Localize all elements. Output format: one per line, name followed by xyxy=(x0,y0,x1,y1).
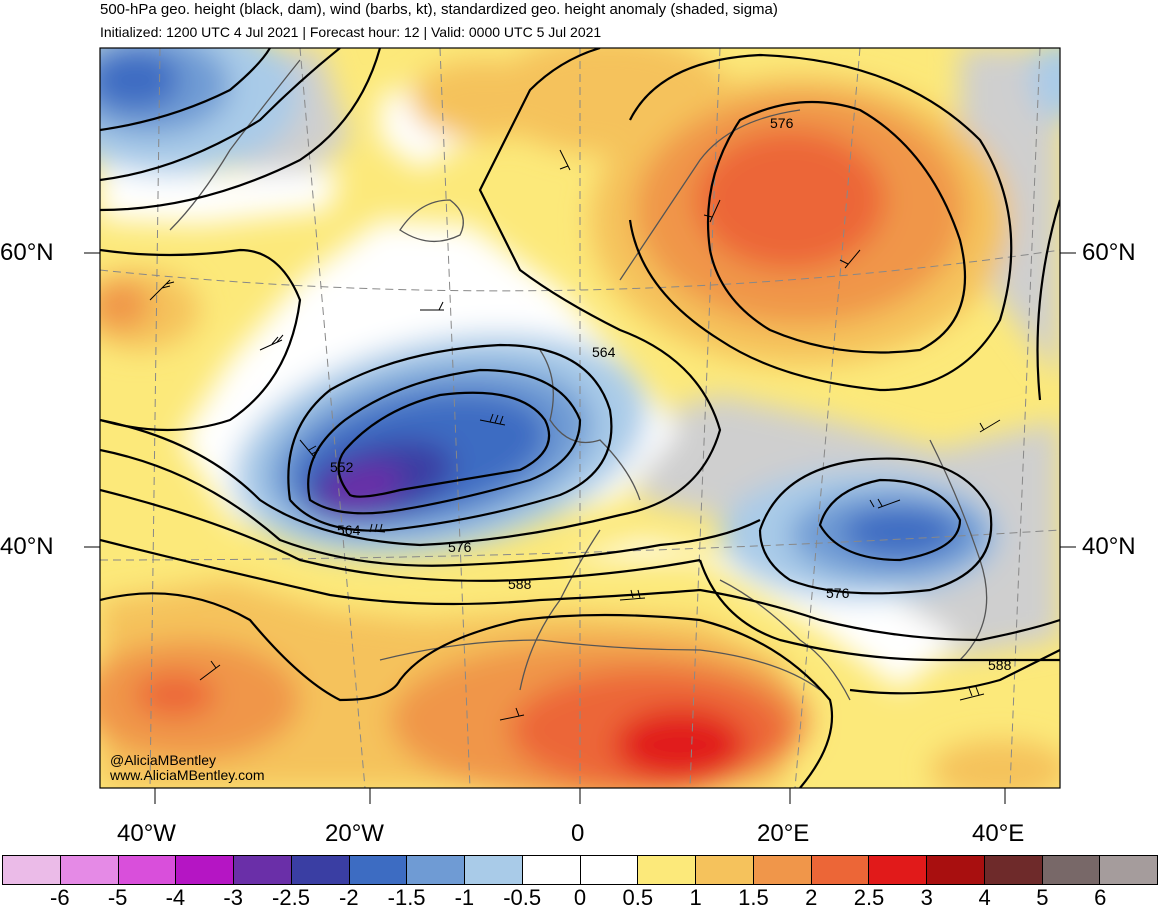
contour-label-552: 552 xyxy=(330,459,354,475)
colorbar-tick-label: 3 xyxy=(920,885,933,910)
colorbar-tick-label: -0.5 xyxy=(503,885,542,910)
wind-barbs xyxy=(149,149,1001,721)
wind-barb xyxy=(299,439,320,459)
chart-subtitle: Initialized: 1200 UTC 4 Jul 2021 | Forec… xyxy=(100,24,602,40)
contour-label-564: 564 xyxy=(337,522,361,538)
colorbar-tick-label: 2 xyxy=(805,885,818,910)
colorbar-tick-label: 0 xyxy=(573,885,587,910)
colorbar-tick-label: -1.5 xyxy=(387,885,426,910)
lon-label-0: 0 xyxy=(571,820,585,847)
colorbar-tick-label: 0.5 xyxy=(622,885,654,910)
colorbar-swatch xyxy=(60,856,119,884)
wind-barb xyxy=(703,199,721,223)
colorbar-tick-label: -3 xyxy=(223,885,243,910)
contour-label-588: 588 xyxy=(508,576,532,592)
colorbar-tick-label: 2.5 xyxy=(853,885,885,910)
colorbar-swatch xyxy=(291,856,350,884)
colorbar-tick-label: -6 xyxy=(50,885,70,910)
wind-barb xyxy=(359,523,386,533)
colorbar-swatch xyxy=(465,856,523,884)
colorbar-swatch xyxy=(176,856,234,884)
colorbar-swatch xyxy=(118,856,177,884)
colorbar-tick-label: 1.5 xyxy=(738,885,769,910)
anomaly-shading xyxy=(100,48,1060,788)
lon-label-40e: 40°E xyxy=(972,820,1025,847)
lat-label-60n-left: 60°N xyxy=(0,239,54,266)
colorbar-swatch xyxy=(522,856,581,884)
wind-barb xyxy=(619,589,646,601)
colorbar-swatch xyxy=(3,856,61,884)
wind-barb xyxy=(959,686,985,701)
colorbar-swatch xyxy=(1042,856,1101,884)
height-contours xyxy=(100,48,1060,788)
lon-label-20e: 20°E xyxy=(757,820,810,847)
wind-barb xyxy=(479,413,506,426)
colorbar-swatch xyxy=(811,856,870,884)
contour-label-588-east: 588 xyxy=(988,657,1012,673)
lon-label-20w: 20°W xyxy=(325,820,384,847)
wind-barb xyxy=(199,660,221,681)
colorbar-tick-label: -4 xyxy=(165,885,186,910)
graticule xyxy=(100,48,1060,788)
contour-labels: 552 564 576 588 564 576 576 588 xyxy=(330,115,1012,673)
colorbar-swatch xyxy=(753,856,812,884)
lat-label-40n-left: 40°N xyxy=(0,533,54,560)
contour-label-564-north: 564 xyxy=(592,344,616,360)
wind-barb xyxy=(839,249,861,269)
colorbar-tick-label: 1 xyxy=(689,885,702,910)
wind-barb xyxy=(979,419,1001,433)
axis-ticks xyxy=(84,252,1076,804)
colorbar-swatch xyxy=(984,856,1043,884)
wind-barb xyxy=(149,279,175,301)
colorbar-tick-label: 4 xyxy=(978,885,991,910)
wind-barb xyxy=(559,149,571,171)
colorbar-tick-label: 5 xyxy=(1036,885,1049,910)
wind-barb xyxy=(420,301,444,311)
colorbar-swatch xyxy=(407,856,465,884)
colorbar-swatch xyxy=(1100,856,1157,884)
colorbar-tick-label: -2.5 xyxy=(272,885,310,910)
lat-label-60n-right: 60°N xyxy=(1082,239,1136,266)
colorbar-swatch xyxy=(638,856,696,884)
colorbar-tick-label: -2 xyxy=(339,885,359,910)
credit-url: www.AliciaMBentley.com xyxy=(110,767,265,783)
chart-title: 500-hPa geo. height (black, dam), wind (… xyxy=(100,1,778,18)
wind-barb xyxy=(259,334,284,351)
colorbar-tick-label: -5 xyxy=(107,885,128,910)
colorbar-swatch xyxy=(869,856,927,884)
contour-label-576-east: 576 xyxy=(826,585,850,601)
colorbar-swatch xyxy=(234,856,292,884)
wind-barb xyxy=(499,707,525,721)
lon-label-40w: 40°W xyxy=(117,820,176,847)
colorbar-swatch xyxy=(580,856,639,884)
colorbar-tick-label: 6 xyxy=(1094,885,1107,910)
colorbar-swatch xyxy=(349,856,408,884)
lat-label-40n-right: 40°N xyxy=(1082,533,1136,560)
colorbar-swatch xyxy=(927,856,985,884)
credit-handle: @AliciaMBentley xyxy=(110,752,217,768)
wind-barb xyxy=(869,498,901,509)
contour-label-576: 576 xyxy=(448,539,472,555)
colorbar-swatch xyxy=(696,856,754,884)
contour-label-576-scandinavia: 576 xyxy=(770,115,794,131)
anomaly-colorbar xyxy=(2,855,1158,885)
colorbar-tick-label: -1 xyxy=(454,885,475,910)
